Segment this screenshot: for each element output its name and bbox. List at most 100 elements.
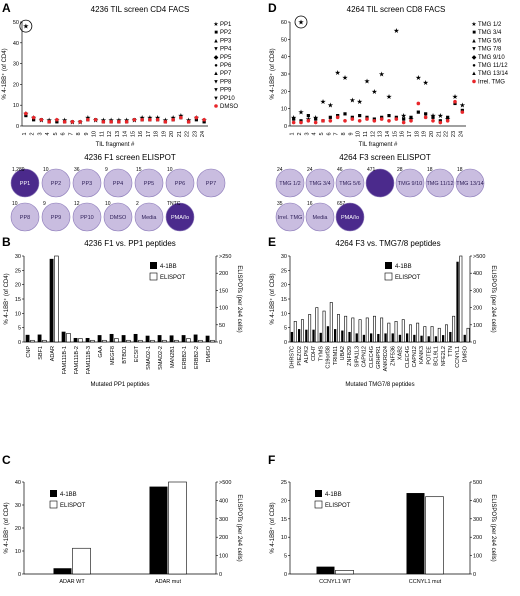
panel-f-ytick-label: 5: [284, 554, 287, 560]
panel-c-y2tick-label: 200: [219, 535, 228, 541]
panel-b-xtick-label: FAM111B-3: [86, 346, 92, 374]
panel-d-point: [431, 115, 435, 119]
panel-a-point: [47, 120, 51, 124]
elispot-left-well-label: PMA/Io: [171, 215, 189, 221]
panel-b-bar-elispot: [102, 339, 107, 343]
panel-d-point: [379, 117, 384, 121]
panel-e-y2tick-label: 200: [473, 306, 482, 312]
panel-d-xtick-label: 10: [356, 131, 362, 137]
panel-e-bar-41bb: [333, 329, 337, 342]
panel-a-title: 4236 TIL screen CD4 FACS: [91, 5, 190, 14]
panel-e-xtick-label: TYMS: [318, 346, 324, 362]
panel-e-ylabel2: ELISPOTs (per 2e4 cells): [490, 265, 496, 332]
elispot-left-well: [134, 202, 164, 232]
panel-d-legend-label: Irrel. TMG: [478, 79, 505, 85]
panel-e-ytick-label: 5: [284, 326, 287, 332]
panel-c-y2tick-label: 400: [219, 498, 228, 504]
panel-a-xtick-label: 15: [130, 131, 136, 137]
panel-b-bar-41bb: [169, 335, 174, 342]
panel-letter-e: E: [268, 235, 276, 249]
panel-b-bar-41bb: [193, 334, 198, 342]
panel-d-legend-marker: ▲: [471, 71, 477, 77]
panel-c-bar-41bb: [53, 568, 72, 574]
panel-b-title: 4236 F1 vs. PP1 peptides: [84, 239, 176, 248]
panel-e-bar-41bb: [305, 329, 308, 342]
elispot-left-well: [196, 168, 226, 198]
panel-e-bar-41bb: [362, 334, 366, 342]
panel-a-point: [117, 120, 121, 124]
panel-b-bar-elispot: [150, 339, 155, 343]
panel-d-point: ★: [379, 71, 385, 79]
panel-f-bar-41bb: [406, 493, 425, 574]
panel-c-y2tick-label: 100: [219, 554, 228, 560]
panel-e-xtick-label: ZNF829: [347, 346, 353, 366]
panel-a-point: [39, 117, 44, 122]
panel-a-legend-label: PP7: [220, 71, 232, 77]
panel-e-bar-elispot: [300, 319, 304, 343]
panel-e-y2tick-label: 300: [473, 288, 482, 294]
panel-d-legend-label: TMG 9/10: [478, 55, 505, 61]
panel-a-legend-label: DMSO: [220, 104, 238, 110]
panel-f-ytick-label: 0: [284, 572, 287, 578]
elispot-right-well: [455, 168, 485, 198]
panel-d-xtick-label: 16: [400, 131, 406, 137]
panel-a-point: [24, 111, 28, 116]
panel-a-point: [31, 115, 36, 120]
elispot-left-well-count: 36: [74, 167, 80, 173]
panel-d-point: ★: [437, 112, 443, 120]
panel-c-bar-41bb: [149, 486, 168, 574]
panel-d-legend-marker: ▼: [471, 47, 477, 53]
panel-b-bar-elispot: [126, 339, 131, 343]
panel-e-bar-41bb: [427, 336, 430, 342]
panel-b-bar-elispot: [66, 333, 71, 343]
panel-e-xtick-label: POTEE: [426, 346, 432, 365]
panel-d-ytick-label: 20: [281, 89, 287, 95]
elispot-right-well-count: 18: [427, 167, 433, 173]
panel-a-ytick-label: 40: [13, 41, 19, 47]
panel-a-point: [140, 117, 144, 122]
panel-a-legend-label: PP6: [220, 63, 232, 69]
elispot-left-well-count: 9: [105, 167, 108, 173]
panel-e-bar-elispot: [459, 255, 463, 343]
panel-e-bar-elispot: [437, 327, 441, 343]
panel-e-ytick-label: 30: [281, 254, 287, 260]
panel-e-xtick-label: CAPN12: [362, 346, 368, 367]
panel-d-legend-label: TMG 1/2: [478, 22, 502, 28]
panel-d-xtick-label: 24: [458, 131, 464, 137]
panel-e-bar-41bb: [355, 333, 358, 342]
panel-d-point: [409, 115, 413, 119]
panel-b-bar-41bb: [73, 337, 78, 342]
panel-a-legend-marker: ▼: [213, 79, 219, 85]
panel-e-ytick-label: 15: [281, 297, 287, 303]
elispot-left-well: [72, 168, 102, 198]
panel-e-legend-marker: [385, 262, 392, 269]
panel-b-xtick-label: MEGF8: [110, 346, 116, 365]
panel-a-xtick-label: 19: [161, 131, 167, 137]
panel-d-point: ★: [430, 112, 436, 120]
panel-e-ylabel: % 4-1BB⁺ (of CD8): [269, 273, 276, 324]
elispot-left-well-count: 15: [136, 167, 142, 173]
elispot-left-well-count: 10: [167, 167, 173, 173]
panel-d-point: [445, 119, 450, 123]
panel-e-bar-elispot: [452, 315, 456, 343]
panel-e-bar-41bb: [434, 336, 438, 342]
elispot-left-well-count: 10: [105, 201, 111, 207]
panel-b-xtick-label: MAN2B1: [170, 346, 176, 368]
panel-d-xtick-label: 15: [392, 131, 398, 137]
panel-a-legend-marker: [214, 104, 218, 108]
panel-b-bar-elispot: [42, 339, 47, 343]
panel-b-bar-elispot: [174, 339, 179, 343]
panel-d-xtick-label: 1: [290, 132, 296, 135]
panel-d-point: [394, 117, 399, 121]
panel-b-xtick-label: BTBD1: [122, 346, 128, 364]
panel-b-bar-41bb: [61, 331, 66, 342]
panel-d-xlabel: TIL fragment #: [359, 142, 398, 148]
panel-d-point: ★: [291, 114, 297, 122]
elispot-right-title: 4264 F3 screen ELISPOT: [339, 153, 431, 162]
panel-a-ylabel: % 4-1BB⁺ (of CD4): [1, 48, 8, 99]
panel-a-xtick-label: 21: [177, 131, 183, 137]
panel-a-xtick-label: 5: [53, 132, 59, 135]
elispot-left-title: 4236 F1 screen ELISPOT: [84, 153, 176, 162]
panel-a-xtick-label: 4: [45, 132, 51, 135]
panel-e-xtick-label: ALPK2: [304, 346, 310, 363]
